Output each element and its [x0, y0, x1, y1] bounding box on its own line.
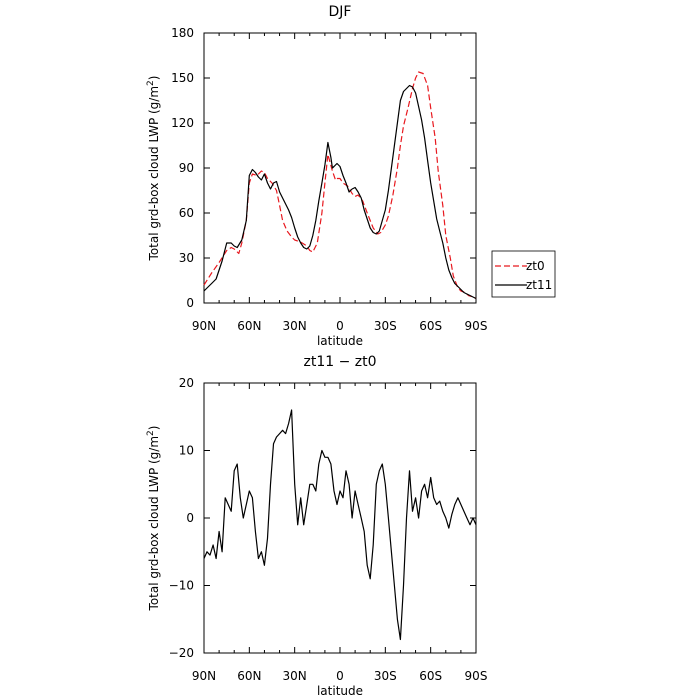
- x-tick-label: 90S: [465, 319, 488, 333]
- y-tick-label: −10: [169, 579, 194, 593]
- legend-label: zt11: [526, 278, 552, 292]
- chart-title: zt11 − zt0: [303, 354, 376, 370]
- bottom-chart-panel: zt11 − zt0 90N 60N 30N 0 30S 60S 90S −20 −10 0 10 20…: [146, 354, 487, 698]
- legend-box: [491, 250, 556, 298]
- x-tick-label: 60S: [419, 319, 442, 333]
- y-tick-label: 0: [186, 511, 194, 525]
- x-tick-label: 0: [336, 669, 344, 683]
- y-axis-label: Total grd-box cloud LWP (g/m2): [146, 426, 161, 612]
- x-tick-label: 30N: [283, 669, 307, 683]
- x-tick-label: 60N: [237, 319, 261, 333]
- x-tick-label: 90S: [465, 669, 488, 683]
- x-tick-label: 60S: [419, 669, 442, 683]
- x-axis-label: latitude: [317, 684, 363, 698]
- top-chart-panel: DJF 90N 60N 30N 0 30S 60S 90S 0 30 60 90 120 150 180 la…: [146, 4, 556, 348]
- y-tick-label: 60: [179, 206, 194, 220]
- y-tick-label: 150: [171, 71, 194, 85]
- legend: zt0 zt11: [491, 250, 556, 298]
- x-tick-label: 90N: [192, 669, 216, 683]
- y-tick-label: 90: [179, 161, 194, 175]
- y-tick-label: −20: [169, 646, 194, 660]
- x-tick-label: 90N: [192, 319, 216, 333]
- x-tick-label: 30N: [283, 319, 307, 333]
- x-tick-label: 30S: [374, 319, 397, 333]
- series-line-zt11: [203, 84, 477, 300]
- y-tick-label: 30: [179, 251, 194, 265]
- x-tick-label: 60N: [237, 669, 261, 683]
- x-tick-label: 30S: [374, 669, 397, 683]
- y-tick-label: 180: [171, 26, 194, 40]
- legend-label: zt0: [526, 259, 545, 273]
- x-axis-label: latitude: [317, 334, 363, 348]
- x-tick-label: 0: [336, 319, 344, 333]
- series-line-difference: [203, 409, 477, 641]
- y-axis-label: Total grd-box cloud LWP (g/m2): [146, 76, 161, 262]
- plot-frame: [203, 382, 477, 654]
- y-tick-label: 10: [179, 444, 194, 458]
- chart-title: DJF: [329, 4, 352, 20]
- series-line-zt0: [203, 71, 477, 300]
- y-tick-label: 120: [171, 116, 194, 130]
- y-tick-label: 20: [179, 376, 194, 390]
- y-tick-label: 0: [186, 296, 194, 310]
